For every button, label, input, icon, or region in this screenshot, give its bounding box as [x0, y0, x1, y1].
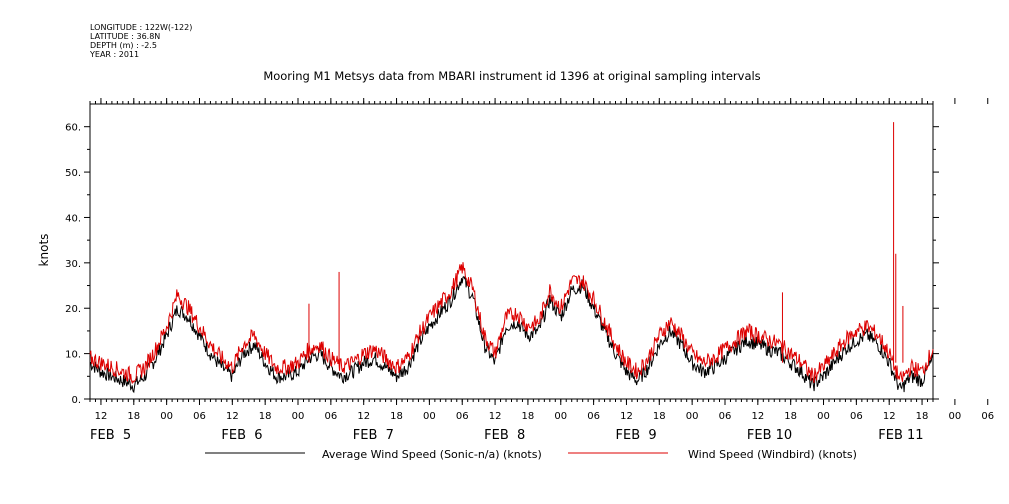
x-tick-label: 18	[259, 411, 272, 422]
metadata-block: LONGITUDE : 122W(-122) LATITUDE : 36.8N …	[89, 23, 192, 59]
series-average-wind-line	[89, 275, 934, 394]
x-tick-label: 00	[423, 411, 436, 422]
x-tick-label: 18	[784, 411, 797, 422]
plot-frame	[89, 103, 934, 400]
x-date-label: FEB 9	[616, 428, 657, 443]
x-tick-label: 00	[160, 411, 173, 422]
x-tick-label: 06	[324, 411, 337, 422]
meta-depth: DEPTH (m) : -2.5	[90, 41, 157, 50]
x-date-label: FEB 5	[90, 428, 131, 443]
x-date-label: FEB 8	[484, 428, 525, 443]
x-tick-label: 18	[390, 411, 403, 422]
x-date-label: FEB 7	[353, 428, 394, 443]
y-tick-label: 0.	[71, 395, 81, 406]
y-tick-label: 20.	[65, 304, 81, 315]
y-axis-label: knots	[37, 234, 51, 267]
x-tick-label: 00	[292, 411, 305, 422]
meta-longitude: LONGITUDE : 122W(-122)	[90, 23, 192, 32]
y-tick-label: 60.	[65, 123, 81, 134]
x-tick-label: 06	[850, 411, 863, 422]
chart-title: Mooring M1 Metsys data from MBARI instru…	[263, 69, 760, 83]
meta-year: YEAR : 2011	[89, 50, 139, 59]
series-windbird-line	[89, 262, 934, 385]
y-tick-label: 50.	[65, 168, 81, 179]
x-tick-label: 12	[751, 411, 764, 422]
x-tick-label: 12	[357, 411, 370, 422]
x-tick-label: 06	[193, 411, 206, 422]
legend: Average Wind Speed (Sonic-n/a) (knots) W…	[205, 448, 857, 461]
x-tick-label: 00	[949, 411, 962, 422]
series-layer	[89, 122, 934, 394]
x-tick-label: 18	[522, 411, 535, 422]
x-axis-ticks: 12 18 00 06 12 18 00 06 12 18 00 06 12 18 00 06 12 18 00 06…	[95, 98, 994, 422]
x-tick-label: 06	[981, 411, 994, 422]
x-tick-label: 06	[719, 411, 732, 422]
x-tick-label: 06	[456, 411, 469, 422]
meta-latitude: LATITUDE : 36.8N	[90, 32, 160, 41]
x-tick-label: 18	[653, 411, 666, 422]
x-tick-label: 12	[883, 411, 896, 422]
y-axis-ticks: 0. 10. 20. 30. 40. 50. 60.	[65, 123, 939, 406]
minor-tick-marks	[89, 101, 934, 402]
legend-label-windbird: Wind Speed (Windbird) (knots)	[688, 448, 857, 461]
y-tick-label: 30.	[65, 259, 81, 270]
x-date-label: FEB 11	[878, 428, 923, 443]
x-tick-label: 12	[95, 411, 108, 422]
y-tick-label: 10.	[65, 350, 81, 361]
y-tick-label: 40.	[65, 213, 81, 224]
x-tick-label: 00	[817, 411, 830, 422]
x-tick-label: 18	[127, 411, 140, 422]
x-tick-label: 18	[916, 411, 929, 422]
legend-label-average: Average Wind Speed (Sonic-n/a) (knots)	[322, 448, 542, 461]
x-date-label: FEB 10	[747, 428, 792, 443]
x-tick-label: 12	[226, 411, 239, 422]
x-date-label: FEB 6	[221, 428, 262, 443]
x-tick-label: 00	[554, 411, 567, 422]
x-tick-label: 06	[587, 411, 600, 422]
x-tick-label: 00	[686, 411, 699, 422]
x-tick-label: 12	[489, 411, 502, 422]
x-tick-label: 12	[620, 411, 633, 422]
